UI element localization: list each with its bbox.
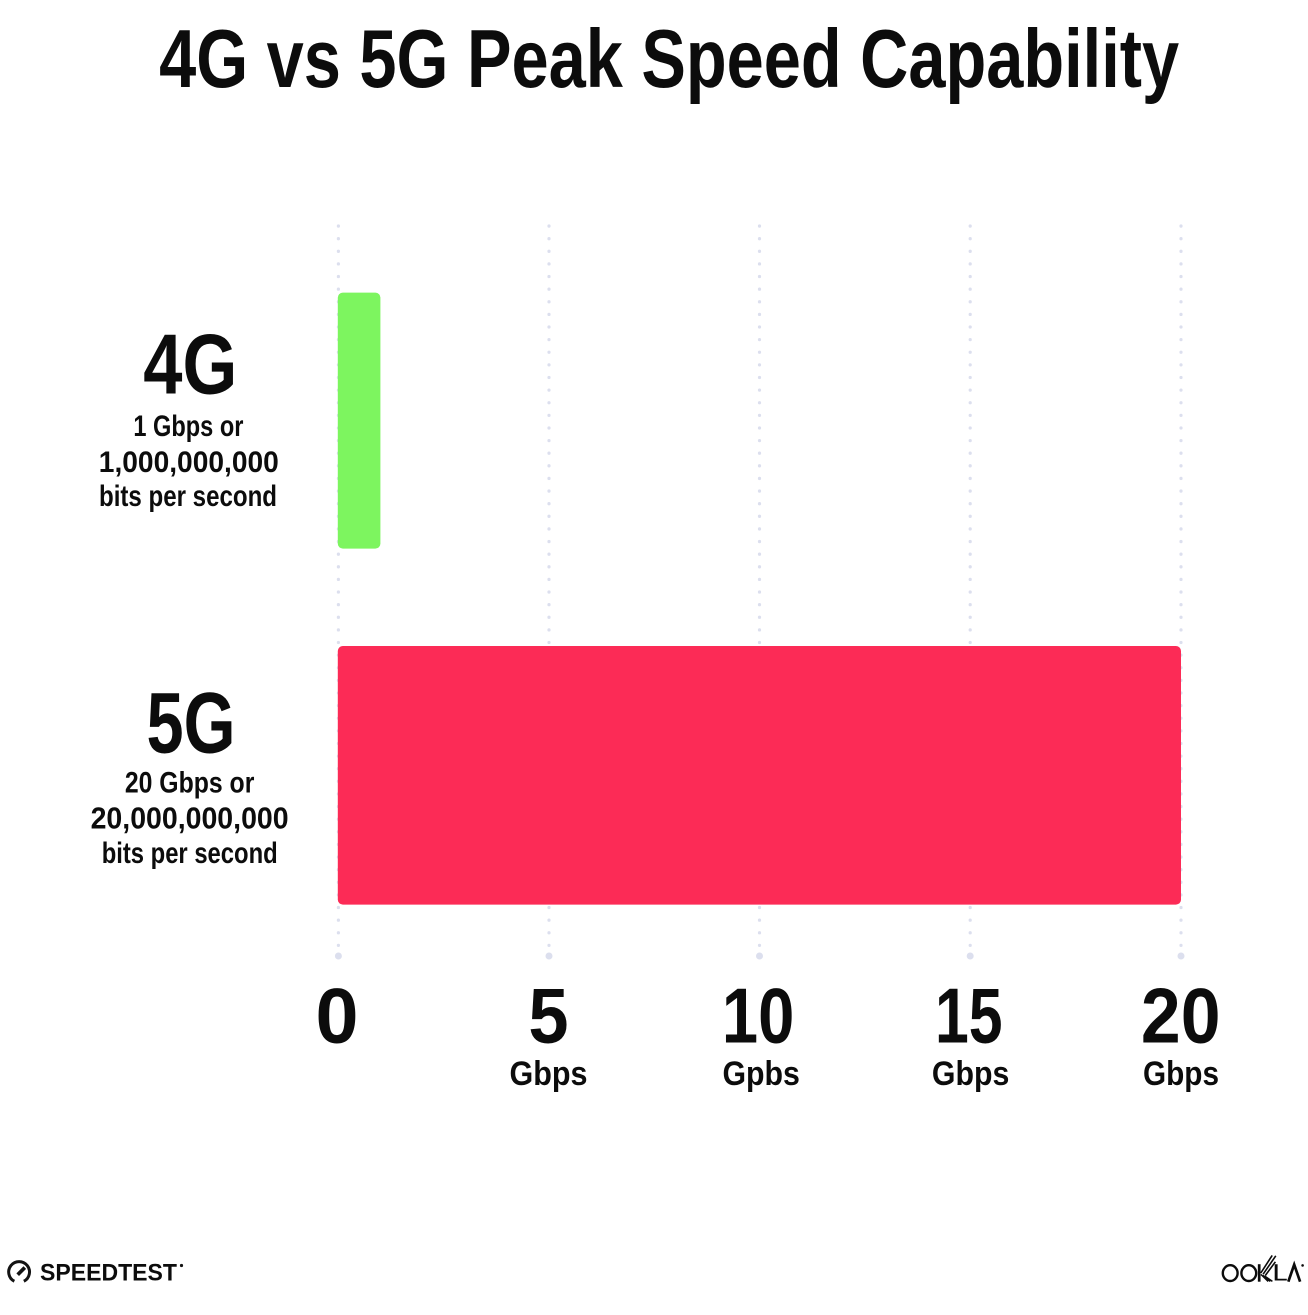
svg-text:20,000,000,000: 20,000,000,000	[91, 802, 289, 836]
svg-text:20: 20	[1141, 972, 1221, 1060]
svg-text:5G: 5G	[147, 676, 236, 772]
svg-text:bits per second: bits per second	[102, 837, 278, 870]
svg-text:0: 0	[316, 972, 359, 1060]
svg-text:1 Gbps or: 1 Gbps or	[133, 410, 243, 443]
svg-text:1,000,000,000: 1,000,000,000	[99, 446, 279, 479]
svg-text:Gbps: Gbps	[932, 1055, 1009, 1093]
svg-text:Gbps: Gbps	[510, 1055, 588, 1093]
svg-text:10: 10	[722, 972, 794, 1060]
svg-text:4G vs 5G Peak Speed Capability: 4G vs 5G Peak Speed Capability	[159, 12, 1179, 105]
svg-text:5: 5	[528, 972, 568, 1060]
svg-text:bits per second: bits per second	[99, 480, 277, 513]
svg-text:SPEEDTEST: SPEEDTEST	[40, 1260, 177, 1287]
svg-text:Gpbs: Gpbs	[723, 1055, 800, 1093]
svg-text:20 Gbps or: 20 Gbps or	[125, 767, 255, 800]
svg-text:Gbps: Gbps	[1143, 1055, 1219, 1093]
svg-text:4G: 4G	[143, 318, 237, 413]
svg-text:15: 15	[935, 972, 1003, 1060]
